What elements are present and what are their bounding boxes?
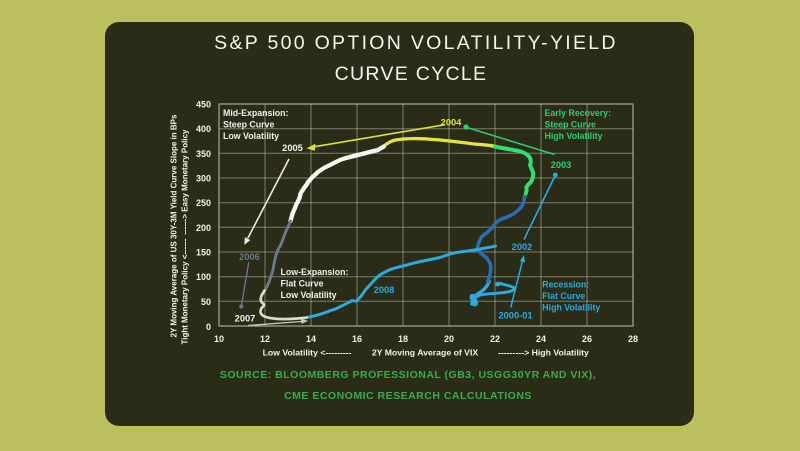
svg-text:22: 22 (490, 334, 500, 344)
svg-text:0: 0 (206, 322, 211, 332)
svg-text:Early Recovery:: Early Recovery: (545, 108, 612, 118)
svg-text:50: 50 (201, 297, 211, 307)
svg-text:300: 300 (196, 174, 211, 184)
svg-text:Tight Monetary Policy <------: Tight Monetary Policy <------ ------> Ea… (181, 129, 190, 345)
svg-text:150: 150 (196, 248, 211, 258)
svg-text:20: 20 (444, 334, 454, 344)
svg-text:2007: 2007 (235, 314, 256, 324)
svg-text:14: 14 (306, 334, 316, 344)
svg-text:2008: 2008 (374, 285, 395, 295)
svg-text:2002: 2002 (512, 242, 533, 252)
svg-text:High Volatility: High Volatility (542, 303, 600, 313)
svg-text:400: 400 (196, 124, 211, 134)
svg-text:250: 250 (196, 198, 211, 208)
svg-text:Low Volatility: Low Volatility (281, 290, 337, 300)
svg-text:2006: 2006 (239, 252, 260, 262)
svg-text:Flat Curve: Flat Curve (281, 279, 324, 289)
svg-text:Steep Curve: Steep Curve (545, 119, 596, 129)
svg-text:450: 450 (196, 100, 211, 110)
svg-text:2000-01: 2000-01 (498, 311, 532, 321)
svg-text:16: 16 (352, 334, 362, 344)
svg-text:2003: 2003 (551, 160, 572, 170)
svg-text:100: 100 (196, 272, 211, 282)
svg-text:Flat Curve: Flat Curve (542, 291, 585, 301)
svg-text:Low-Expansion:: Low-Expansion: (281, 267, 349, 277)
svg-text:2004: 2004 (441, 118, 463, 128)
svg-text:Low Volatility: Low Volatility (223, 131, 279, 141)
svg-text:Steep Curve: Steep Curve (223, 120, 274, 130)
svg-text:12: 12 (260, 334, 270, 344)
svg-text:26: 26 (582, 334, 592, 344)
svg-text:350: 350 (196, 149, 211, 159)
svg-text:Mid-Expansion:: Mid-Expansion: (223, 108, 289, 118)
svg-text:Low Volatility <---------: Low Volatility <--------- (263, 348, 352, 358)
svg-text:18: 18 (398, 334, 408, 344)
svg-text:200: 200 (196, 223, 211, 233)
svg-text:10: 10 (214, 334, 224, 344)
svg-text:High Volatility: High Volatility (545, 131, 603, 141)
svg-text:Recession:: Recession: (542, 280, 589, 290)
svg-text:2Y Moving Average of US 30Y-3M: 2Y Moving Average of US 30Y-3M Yield Cur… (170, 114, 179, 337)
svg-text:---------> High Volatility: ---------> High Volatility (498, 348, 589, 358)
svg-text:2Y Moving Average of VIX: 2Y Moving Average of VIX (372, 348, 479, 358)
svg-text:2005: 2005 (282, 143, 303, 153)
svg-text:28: 28 (628, 334, 638, 344)
svg-text:24: 24 (536, 334, 546, 344)
